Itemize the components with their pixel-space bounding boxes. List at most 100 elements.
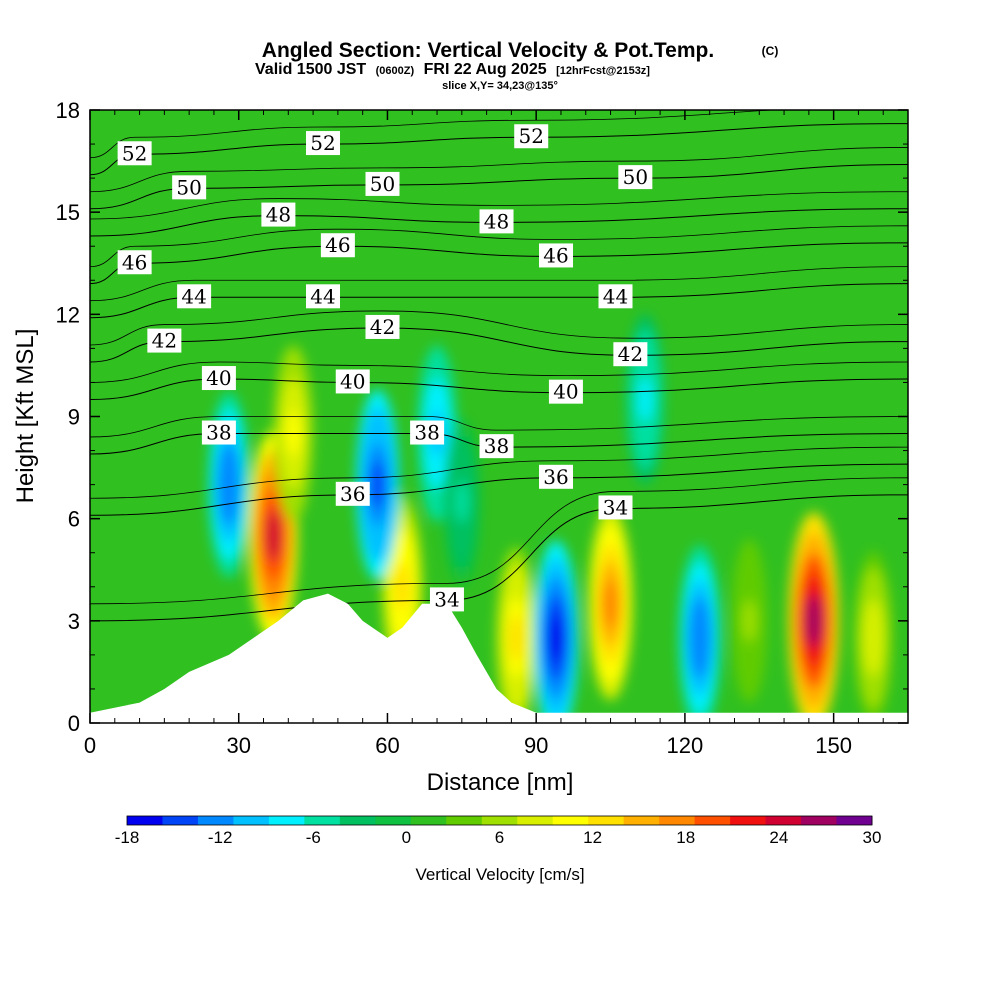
isentrope-label-box [429, 587, 464, 612]
colorbar-swatch [765, 816, 802, 825]
subtitle-date: FRI 22 Aug 2025 [424, 61, 547, 78]
isentrope-label-box [201, 420, 236, 445]
isentrope-label-box [618, 165, 653, 190]
isentrope-40 [90, 378, 908, 400]
chart-title-suffix: (C) [762, 44, 779, 58]
colorbar-swatch [659, 816, 696, 825]
isentrope-label: 34 [429, 587, 464, 612]
x-tick-label: 30 [226, 733, 250, 758]
isentrope-label-text: 40 [553, 380, 578, 404]
colorbar-swatch [623, 816, 660, 825]
colorbar-swatch [375, 816, 412, 825]
isentrope-label-text: 38 [484, 434, 509, 458]
isentrope-minor [90, 191, 908, 220]
isentrope-label-text: 50 [370, 172, 395, 196]
isentrope-minor [90, 310, 908, 346]
colorbar-swatch [268, 816, 305, 825]
colorbar-swatch [233, 816, 270, 825]
velocity-cell [638, 377, 653, 422]
isentrope-minor [90, 446, 908, 499]
isentrope-minor [90, 266, 908, 302]
isentrope-label-box [177, 284, 212, 309]
isentrope-34 [90, 494, 908, 622]
colorbar-swatch [162, 816, 199, 825]
isentrope-label: 50 [172, 175, 207, 200]
velocity-cell [602, 579, 619, 628]
isentrope-label-box [306, 131, 341, 156]
velocity-cell [805, 594, 823, 648]
isentrope-label-box [365, 314, 400, 339]
velocity-cell [265, 509, 282, 562]
isentrope-label-box [306, 284, 341, 309]
isentrope-label-box [479, 434, 514, 459]
isentrope-label: 40 [335, 369, 370, 394]
isentrope-label-text: 42 [152, 329, 177, 353]
colorbar-swatch [127, 816, 163, 825]
isentrope-minor [90, 477, 908, 605]
isentrope-label-text: 40 [340, 369, 365, 393]
colorbar-swatch [446, 816, 483, 825]
isentrope-label: 48 [479, 209, 514, 234]
isentrope-label: 40 [548, 379, 583, 404]
subtitle-forecast: [12hrFcst@2153z] [556, 65, 650, 77]
y-tick-label: 15 [56, 200, 80, 225]
isentrope-44 [90, 283, 908, 319]
isentrope-label-box [172, 175, 207, 200]
isentrope-label: 52 [514, 124, 549, 149]
colorbar-tick-label: 12 [583, 828, 602, 847]
subtitle-valid: Valid 1500 JST [255, 61, 366, 78]
isentrope-label: 50 [618, 165, 653, 190]
velocity-cell [866, 615, 881, 661]
y-tick-label: 3 [68, 609, 80, 634]
y-tick-label: 0 [68, 711, 80, 736]
velocity-cell [221, 461, 237, 508]
isentrope-label: 46 [539, 243, 574, 268]
y-tick-label: 9 [68, 405, 80, 430]
y-axis-label: Height [Kft MSL] [12, 329, 39, 504]
velocity-cell [509, 614, 524, 661]
isentrope-label-box [598, 495, 633, 520]
isentrope-label-box [613, 342, 648, 367]
isentrope-label: 46 [117, 250, 152, 275]
chart-subtitle: Valid 1500 JST (0600Z) FRI 22 Aug 2025 [… [255, 61, 650, 78]
x-axis-label: Distance [nm] [427, 769, 574, 796]
isentrope-label-box [117, 141, 152, 166]
isentrope-label: 50 [365, 171, 400, 196]
velocity-cell [548, 613, 564, 663]
isentrope-label-text: 50 [176, 175, 201, 199]
isentrope-label-text: 44 [181, 284, 206, 308]
isentrope-label-box [598, 284, 633, 309]
velocity-cell [455, 480, 469, 523]
isentrope-label: 48 [261, 202, 296, 227]
isentrope-label: 42 [613, 342, 648, 367]
isentrope-label: 44 [598, 284, 633, 309]
isentrope-label: 38 [479, 434, 514, 459]
isentrope-label-box [147, 328, 182, 353]
isentrope-label-text: 46 [543, 243, 568, 267]
colorbar-swatch [801, 816, 838, 825]
isentrope-label: 40 [201, 366, 236, 391]
isentrope-label-box [201, 366, 236, 391]
isentrope-label: 42 [147, 328, 182, 353]
y-tick-label: 6 [68, 507, 80, 532]
y-tick-label: 18 [56, 98, 80, 123]
isentrope-label-text: 34 [434, 587, 459, 611]
isentrope-label-box [117, 250, 152, 275]
isentrope-36 [90, 463, 908, 516]
x-tick-label: 90 [524, 733, 548, 758]
isentrope-label: 36 [539, 464, 574, 489]
isentrope-label-text: 36 [340, 482, 365, 506]
colorbar-swatch [304, 816, 341, 825]
isentrope-label-text: 48 [266, 203, 291, 227]
isentrope-label-text: 52 [122, 141, 147, 165]
colorbar-swatch [481, 816, 518, 825]
colorbar-label: Vertical Velocity [cm/s] [415, 865, 584, 884]
y-tick-label: 12 [56, 302, 80, 327]
slice-label: slice X,Y= 34,23@135° [442, 80, 558, 92]
colorbar-swatch [552, 816, 589, 825]
isentrope-48 [90, 208, 908, 237]
velocity-cell [370, 460, 386, 509]
isentrope-label-box [335, 369, 370, 394]
